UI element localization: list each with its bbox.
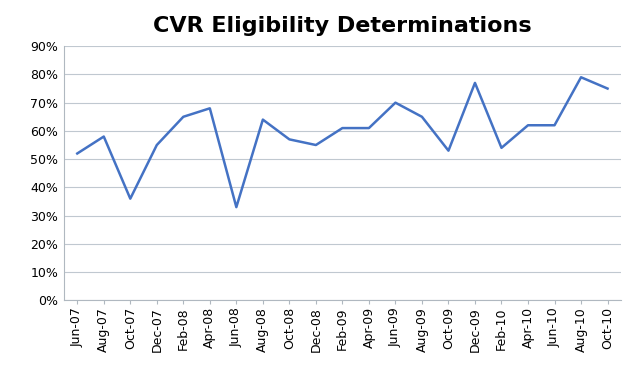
Title: CVR Eligibility Determinations: CVR Eligibility Determinations xyxy=(153,16,532,36)
